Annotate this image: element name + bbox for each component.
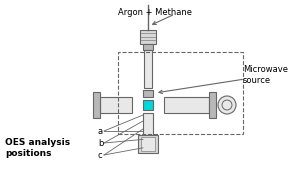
Bar [143, 44, 153, 50]
Circle shape [218, 96, 236, 114]
Text: a: a [98, 126, 103, 136]
Bar [143, 113, 153, 135]
Text: b: b [98, 139, 103, 147]
Bar [164, 97, 209, 113]
Bar [138, 135, 158, 153]
Bar [100, 97, 132, 113]
Bar [209, 92, 216, 118]
Bar [140, 30, 156, 44]
Bar [93, 92, 100, 118]
Bar [143, 90, 153, 97]
Text: Microwave
source: Microwave source [243, 65, 288, 85]
Bar [144, 50, 152, 88]
Bar [143, 100, 153, 110]
Text: OES analysis
positions: OES analysis positions [5, 138, 70, 158]
Text: c: c [98, 150, 103, 160]
Bar [141, 137, 155, 151]
Text: Argon + Methane: Argon + Methane [118, 8, 192, 17]
Bar [118, 52, 243, 134]
